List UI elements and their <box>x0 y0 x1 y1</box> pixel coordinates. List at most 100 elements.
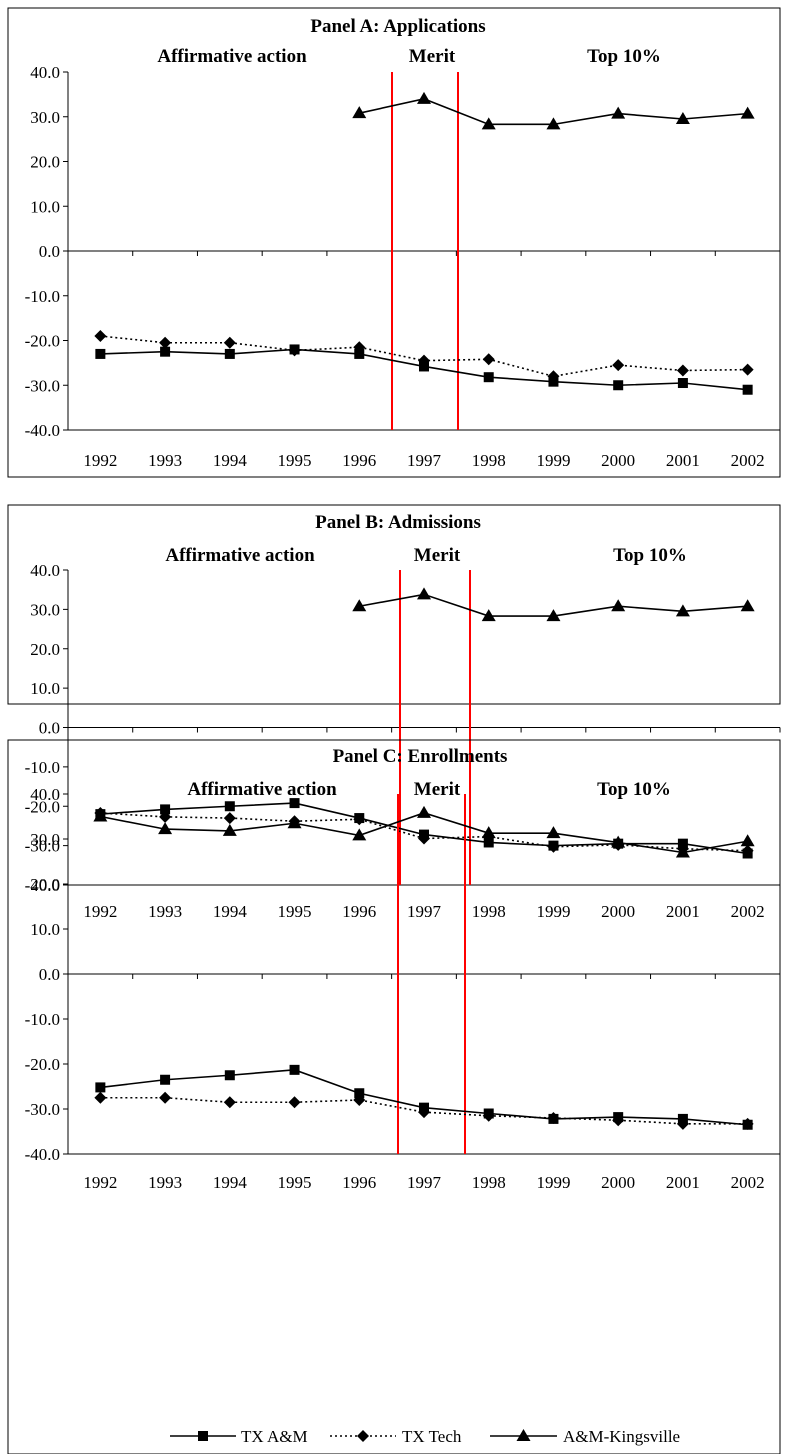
data-point <box>289 1064 300 1075</box>
data-point <box>417 805 431 818</box>
data-point <box>354 348 365 359</box>
data-point <box>288 1096 301 1109</box>
chart-title: Panel C: Enrollments <box>333 746 508 767</box>
x-tick-label: 2001 <box>666 902 700 921</box>
data-point <box>611 835 626 848</box>
data-point <box>352 599 367 612</box>
legend-marker <box>198 1431 208 1441</box>
legend-marker <box>357 1430 369 1442</box>
legend-item: TX A&M <box>170 1427 308 1446</box>
x-tick-label: 2002 <box>731 451 765 470</box>
period-label: Top 10% <box>597 779 671 800</box>
legend-marker <box>516 1429 531 1441</box>
y-tick-label: -10.0 <box>25 287 60 306</box>
data-point <box>159 336 172 349</box>
panel-frame <box>7 7 781 478</box>
x-tick-label: 1994 <box>213 902 248 921</box>
x-tick-label: 2000 <box>601 1173 635 1192</box>
data-point <box>676 364 689 377</box>
panel-frame <box>7 739 781 1454</box>
x-tick-label: 2001 <box>666 451 700 470</box>
y-tick-label: 20.0 <box>30 640 60 659</box>
y-tick-label: 40.0 <box>30 561 60 580</box>
data-point <box>287 816 302 829</box>
data-point <box>741 844 754 857</box>
period-label: Affirmative action <box>157 46 307 67</box>
x-tick-label: 1993 <box>148 451 182 470</box>
period-label: Merit <box>414 545 461 566</box>
data-point <box>223 812 236 825</box>
legend-label: A&M-Kingsville <box>563 1427 680 1446</box>
y-tick-label: 20.0 <box>30 875 60 894</box>
period-label: Top 10% <box>613 545 687 566</box>
data-point <box>675 845 690 858</box>
y-tick-label: -40.0 <box>25 421 60 440</box>
data-point <box>741 1117 754 1130</box>
chart-title: Panel A: Applications <box>310 16 485 37</box>
x-tick-label: 1992 <box>83 902 117 921</box>
data-point <box>95 1082 106 1093</box>
series-tx-a-m <box>95 1064 753 1130</box>
data-point <box>224 1070 235 1081</box>
x-tick-label: 2002 <box>731 1173 765 1192</box>
x-tick-label: 1994 <box>213 451 248 470</box>
data-point <box>675 604 690 617</box>
data-point <box>611 106 626 119</box>
period-label: Top 10% <box>587 46 661 67</box>
data-point <box>93 809 108 822</box>
data-point <box>546 117 561 130</box>
data-point <box>418 354 430 367</box>
y-tick-label: 0.0 <box>39 965 60 984</box>
x-tick-label: 1996 <box>342 1173 376 1192</box>
data-point <box>741 363 754 376</box>
data-point <box>675 111 690 124</box>
x-tick-label: 1997 <box>407 902 442 921</box>
y-tick-label: 10.0 <box>30 197 60 216</box>
series-line <box>100 1096 748 1125</box>
data-point <box>353 341 366 354</box>
x-tick-label: 2000 <box>601 902 635 921</box>
period-label: Affirmative action <box>187 779 337 800</box>
data-point <box>353 1094 366 1106</box>
panel-frame <box>7 504 781 705</box>
data-point <box>352 106 367 119</box>
x-tick-label: 2001 <box>666 1173 700 1192</box>
data-point <box>223 1096 236 1109</box>
data-point <box>740 106 755 119</box>
x-tick-label: 2002 <box>731 902 765 921</box>
x-tick-label: 1996 <box>342 451 376 470</box>
data-point <box>547 840 560 853</box>
data-point <box>222 823 237 836</box>
y-tick-label: 40.0 <box>30 785 60 804</box>
y-tick-label: -20.0 <box>25 797 60 816</box>
data-point <box>223 336 236 349</box>
x-tick-label: 1992 <box>83 451 117 470</box>
chart-title: Panel B: Admissions <box>315 512 481 533</box>
data-point <box>612 359 625 372</box>
data-point <box>224 348 235 359</box>
x-tick-label: 1994 <box>213 1173 248 1192</box>
data-point <box>677 378 688 389</box>
data-point <box>418 832 430 845</box>
chart-panel-2: Panel B: Admissions Affirmative action Mer… <box>7 504 781 921</box>
data-point <box>159 1091 172 1104</box>
legend-item: A&M-Kingsville <box>490 1427 680 1446</box>
y-tick-label: 30.0 <box>30 108 60 127</box>
x-tick-label: 1995 <box>278 451 312 470</box>
chart-panel-3: Panel C: Enrollments Affirmative action Me… <box>7 739 781 1454</box>
x-tick-label: 1996 <box>342 902 376 921</box>
x-tick-label: 1999 <box>536 902 570 921</box>
data-point <box>547 1112 560 1124</box>
x-tick-label: 2000 <box>601 451 635 470</box>
y-tick-label: -10.0 <box>25 758 60 777</box>
data-point <box>742 384 753 395</box>
legend: TX A&M TX Tech A&M-Kingsville <box>170 1427 680 1446</box>
x-tick-label: 1999 <box>536 1173 570 1192</box>
data-point <box>94 330 107 343</box>
x-tick-label: 1998 <box>472 1173 506 1192</box>
y-tick-label: -30.0 <box>25 1100 60 1119</box>
y-tick-label: -30.0 <box>25 837 60 856</box>
legend-label: TX A&M <box>241 1427 308 1446</box>
